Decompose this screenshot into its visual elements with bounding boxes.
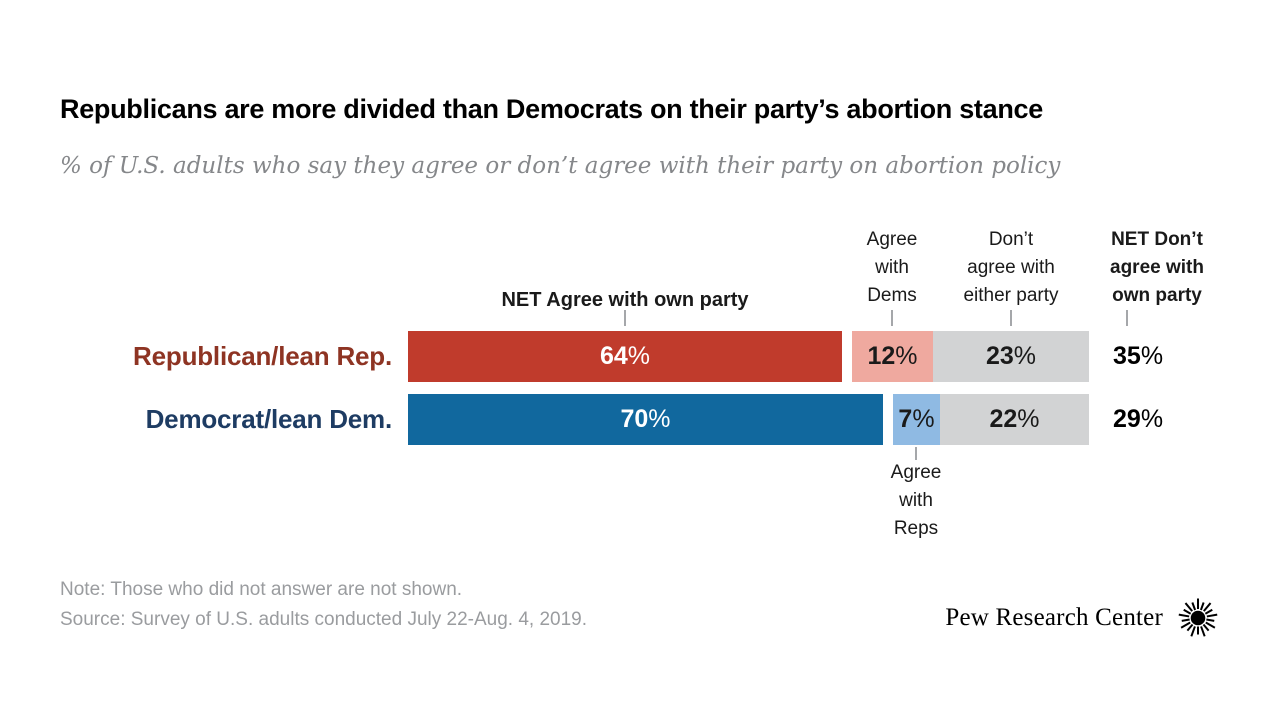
chart-title: Republicans are more divided than Democr… bbox=[60, 94, 1043, 124]
bar-segment-net-agree-democrat: 70% bbox=[408, 394, 883, 445]
tick-net-agree bbox=[624, 310, 626, 326]
pew-logo-text: Pew Research Center bbox=[945, 604, 1163, 631]
net-value-republican: 35% bbox=[1113, 342, 1164, 370]
bar-segment-dont-agree-either-democrat: 22% bbox=[940, 394, 1089, 445]
footnote-block: Note: Those who did not answer are not s… bbox=[60, 575, 820, 635]
bar-gap bbox=[842, 331, 852, 382]
tick-agree-with-dems bbox=[891, 310, 893, 326]
percent-sign: % bbox=[648, 405, 671, 433]
row-label-republican: Republican/lean Rep. bbox=[133, 341, 392, 371]
net-value-democrat: 29% bbox=[1113, 405, 1164, 433]
percent-sign: % bbox=[895, 342, 918, 370]
chart-subtitle: % of U.S. adults who say they agree or d… bbox=[60, 153, 1061, 179]
note-text: Note: Those who did not answer are not s… bbox=[60, 579, 463, 600]
bar-value-dont-agree-either-democrat: 22% bbox=[989, 405, 1040, 433]
column-header-agree-with-dems: Agree with Dems bbox=[866, 229, 918, 306]
column-header-dont-agree-either: Don’t agree with either party bbox=[963, 229, 1059, 306]
bar-row-republican: 64% 12% 23% bbox=[408, 331, 1089, 382]
pew-branding: Pew Research Center bbox=[945, 596, 1220, 640]
bar-value-dont-agree-either-republican: 23% bbox=[985, 342, 1037, 370]
bar-row-democrat: 70% 7% 22% bbox=[408, 394, 1089, 445]
percent-sign: % bbox=[1013, 342, 1037, 370]
bar-value-net-agree-democrat: 70% bbox=[620, 405, 671, 433]
row-label-democrat: Democrat/lean Dem. bbox=[145, 404, 393, 434]
percent-sign: % bbox=[1017, 405, 1040, 433]
percent-sign: % bbox=[1140, 405, 1164, 433]
percent-sign: % bbox=[912, 405, 935, 433]
percent-sign: % bbox=[1140, 342, 1164, 370]
bar-value-agree-with-reps-democrat: 7% bbox=[898, 405, 935, 433]
column-header-net-dont-agree: NET Don’t agree with own party bbox=[1110, 229, 1204, 306]
percent-sign: % bbox=[627, 342, 651, 370]
bar-segment-dont-agree-either-republican: 23% bbox=[933, 331, 1089, 382]
pew-sunburst-logo-icon bbox=[1176, 596, 1220, 640]
column-header-net-agree: NET Agree with own party bbox=[501, 289, 749, 311]
bar-gap bbox=[883, 394, 893, 445]
tick-agree-with-reps bbox=[915, 447, 917, 460]
bar-segment-agree-with-reps-democrat: 7% bbox=[893, 394, 940, 445]
source-text: Source: Survey of U.S. adults conducted … bbox=[60, 609, 588, 630]
tick-dont-agree-either bbox=[1010, 310, 1012, 326]
annotation-agree-with-reps: Agree with Reps bbox=[890, 462, 942, 539]
bar-value-agree-with-dems-republican: 12% bbox=[867, 342, 918, 370]
tick-net-dont-agree bbox=[1126, 310, 1128, 326]
bar-segment-net-agree-republican: 64% bbox=[408, 331, 842, 382]
bar-value-net-agree-republican: 64% bbox=[599, 342, 651, 370]
bar-segment-agree-with-dems-republican: 12% bbox=[852, 331, 933, 382]
